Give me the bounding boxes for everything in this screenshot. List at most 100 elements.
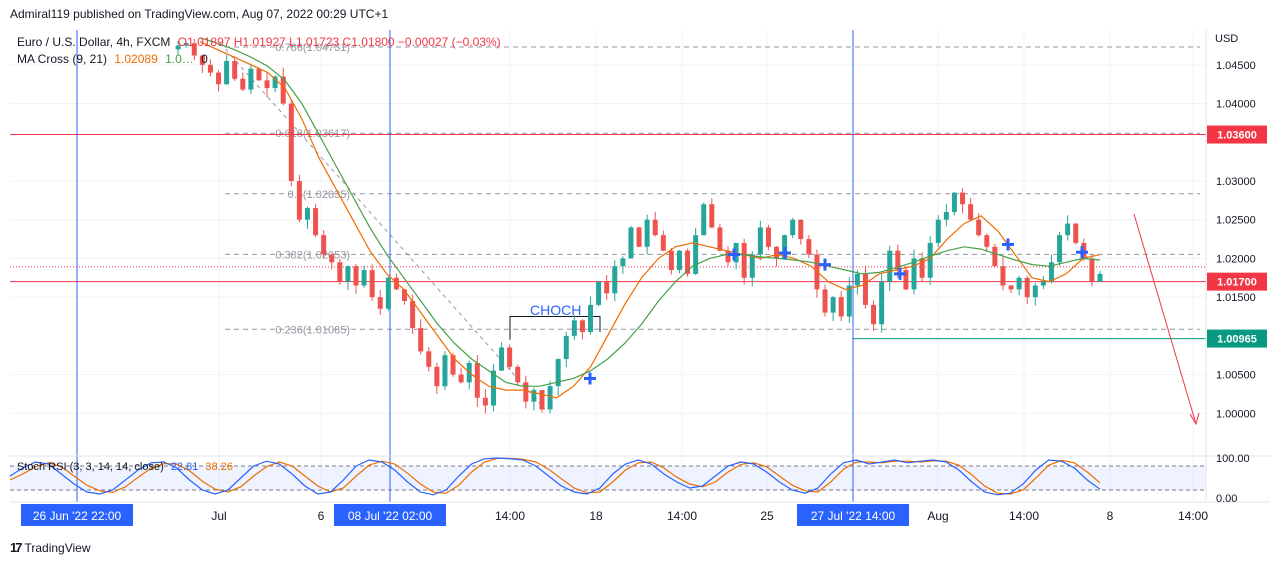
currency-label: USD (1215, 33, 1239, 45)
candle-body (968, 204, 974, 220)
candle-body (725, 250, 731, 263)
time-marker-tag (334, 504, 446, 526)
tradingview-logo-icon: 17 (10, 540, 23, 555)
price-tag-label: 1.01700 (1217, 277, 1257, 289)
candle-body (458, 374, 464, 383)
candle-body (879, 281, 885, 325)
candle-body (199, 55, 205, 65)
candle-body (531, 390, 537, 402)
ma-slow-value: 1.0… (165, 52, 194, 66)
candle-body (264, 80, 270, 89)
candle-body (628, 227, 634, 259)
x-tick-label: 8 (1107, 509, 1114, 523)
stoch-k-line (9, 457, 1101, 496)
candle-body (402, 289, 408, 302)
symbol-name[interactable]: Euro / U.S. Dollar, 4h, FXCM (17, 35, 171, 49)
candle-body (563, 335, 569, 360)
stoch-label[interactable]: Stoch RSI (3, 3, 14, 14, close) (17, 461, 164, 473)
time-marker-label: 26 Jun '22 22:00 (33, 509, 122, 523)
candle-body (790, 219, 796, 236)
candle-body (1024, 277, 1030, 298)
projection-arrowhead (1189, 412, 1200, 426)
candle-body (660, 235, 666, 251)
candle-body (596, 281, 602, 305)
candle-body (1057, 235, 1063, 263)
candle-body (798, 219, 804, 240)
ma-cross-marker (728, 248, 740, 261)
ma-cross-marker (1002, 238, 1014, 251)
candle-body (838, 297, 844, 317)
candle-body (1040, 281, 1046, 286)
x-tick-label: 14:00 (1178, 509, 1208, 523)
y-tick-label: 1.03000 (1216, 176, 1256, 188)
candle-body (426, 351, 432, 367)
candle-body (960, 192, 966, 205)
price-tag (1207, 125, 1267, 144)
ma-cross-marker (894, 267, 906, 280)
candle-body (741, 242, 747, 278)
candle-body (903, 270, 909, 290)
candle-body (256, 68, 262, 81)
candle-body (1000, 266, 1006, 286)
price-tag (1207, 329, 1267, 348)
candle-body (353, 266, 359, 286)
candle-body (668, 250, 674, 271)
candle-body (709, 204, 715, 228)
candle-body (296, 180, 302, 220)
candle-body (361, 270, 367, 286)
ohlc-values: O1.01897 H1.01927 L1.01723 C1.01800 −0.0… (177, 35, 501, 49)
brand-name: TradingView (24, 540, 91, 555)
candle-body (1016, 277, 1022, 290)
x-tick-label: 14:00 (667, 509, 697, 523)
price-tag-label: 1.00965 (1217, 334, 1257, 346)
symbol-legend[interactable]: Euro / U.S. Dollar, 4h, FXCM O1.01897 H1… (17, 35, 501, 49)
candle-body (919, 258, 925, 278)
x-tick-label: 25 (760, 509, 774, 523)
candle-body (369, 270, 375, 298)
candle-body (579, 320, 585, 332)
candle-body (976, 219, 982, 236)
candle-body (701, 204, 707, 236)
candle-body (992, 246, 998, 267)
candle-body (782, 235, 788, 259)
y-tick-label: 1.04500 (1216, 60, 1256, 72)
candle-body (749, 254, 755, 278)
candle-body (927, 242, 933, 278)
candle-body (895, 250, 901, 271)
candle-body (1081, 242, 1087, 259)
ma-cross-marker (779, 247, 791, 260)
candle-body (1032, 285, 1038, 298)
candle-body (240, 78, 246, 90)
time-marker-label: 27 Jul '22 14:00 (811, 509, 896, 523)
candle-body (693, 235, 699, 274)
candle-body (248, 68, 254, 90)
y-tick-label: 1.01500 (1216, 292, 1256, 304)
candle-body (216, 72, 222, 85)
ma-label[interactable]: MA Cross (9, 21) (17, 52, 108, 66)
x-tick-label: Jul (211, 509, 226, 523)
ma-slow-line (199, 37, 1101, 387)
stoch-d-value: 38.26 (205, 461, 233, 473)
time-marker-tag (797, 504, 909, 526)
x-tick-label: 14:00 (495, 509, 525, 523)
candle-body (224, 60, 230, 85)
candle-body (321, 235, 327, 255)
candle-body (1089, 258, 1095, 282)
candle-body (490, 370, 496, 406)
footer[interactable]: 17 TradingView (10, 540, 91, 555)
candle-body (191, 43, 197, 56)
ma-legend[interactable]: MA Cross (9, 21) 1.02089 1.0… 0 (17, 52, 208, 66)
y-tick-label: 1.02000 (1216, 253, 1256, 265)
stoch-legend[interactable]: Stoch RSI (3, 3, 14, 14, close) 22.81 38… (17, 461, 233, 473)
fib-trendline (219, 42, 546, 410)
candle-body (304, 208, 310, 220)
candle-body (1065, 223, 1071, 236)
candle-body (871, 304, 877, 325)
candle-body (862, 273, 868, 305)
stoch-y-tick-label: 0.00 (1216, 493, 1237, 505)
candle-body (555, 359, 561, 387)
candle-body (482, 397, 488, 406)
candle-body (288, 103, 294, 181)
x-tick-label: Aug (927, 509, 948, 523)
